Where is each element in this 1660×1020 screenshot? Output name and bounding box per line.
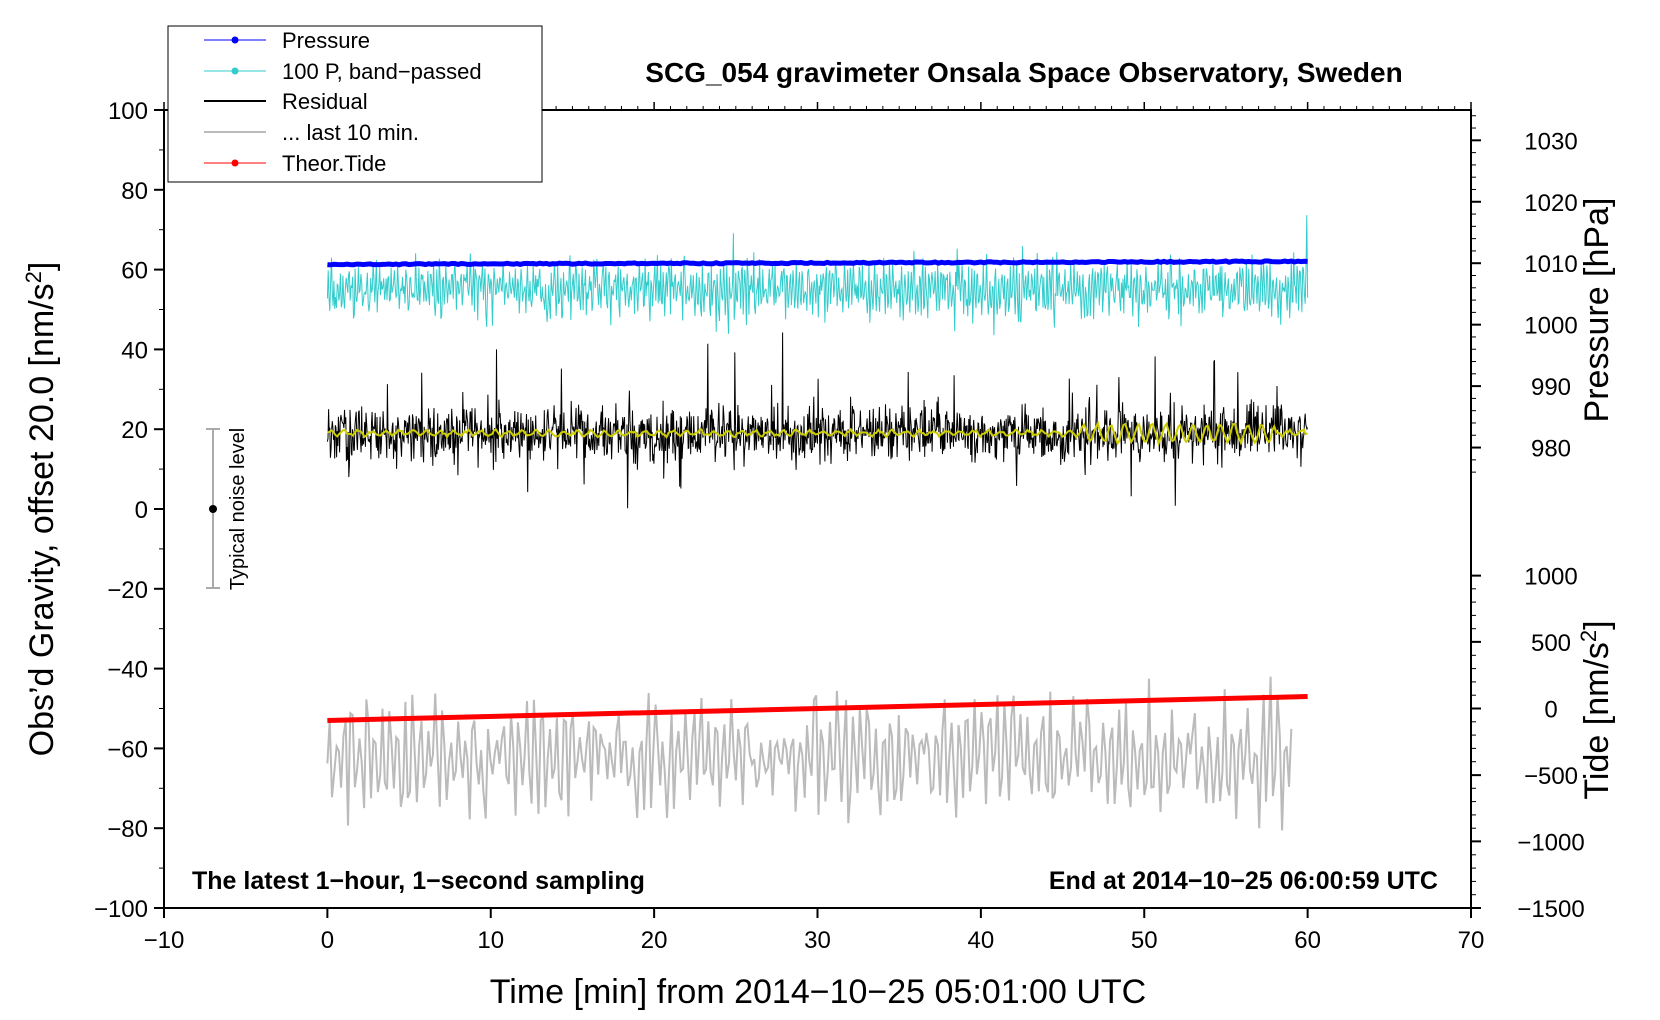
legend-label-residual: Residual <box>282 89 368 114</box>
y-tick-label: −80 <box>107 816 148 843</box>
x-tick-label: 30 <box>804 927 831 954</box>
y-tick-label: −100 <box>94 896 148 923</box>
y-tick-label: −40 <box>107 657 148 684</box>
x-tick-label: 50 <box>1131 927 1158 954</box>
legend-box <box>167 25 543 183</box>
y-axis-label-tide-main: Tide [nm/s <box>1578 642 1616 799</box>
series-layer <box>326 215 1309 831</box>
y-axis-label-tide: Tide [nm/s2] <box>1576 620 1616 799</box>
tide-tick-label: −1500 <box>1517 896 1584 923</box>
note-sampling: The latest 1−hour, 1−second sampling <box>192 867 645 895</box>
legend-label-pressure: Pressure <box>282 28 370 53</box>
y-tick-label: 60 <box>121 258 148 285</box>
tide-tick-label: −1000 <box>1517 829 1584 856</box>
tide-tick-label: 500 <box>1531 630 1571 657</box>
y-axis-label-tide-sup: 2 <box>1576 630 1601 642</box>
y-tick-label: −60 <box>107 736 148 763</box>
y-axis-label-tide-end: ] <box>1578 620 1616 629</box>
y-tick-label: 40 <box>121 337 148 364</box>
tide-tick-label: 1000 <box>1524 564 1577 591</box>
legend-dot-tide <box>231 159 239 167</box>
legend-label-bandpassed: 100 P, band−passed <box>282 59 482 84</box>
noise-level-bar: Typical noise level <box>206 428 249 590</box>
y-axis-label-left: Obs’d Gravity, offset 20.0 [nm/s2] <box>21 262 61 757</box>
noise-bar-center-dot <box>209 505 217 513</box>
legend-dot-pressure <box>231 36 239 44</box>
note-end-time: End at 2014−10−25 06:00:59 UTC <box>1049 867 1438 895</box>
x-tick-label: −10 <box>144 927 185 954</box>
pressure-tick-label: 1020 <box>1524 190 1577 217</box>
legend-item-tide: Theor.Tide <box>204 151 386 176</box>
tick-layer: −10 0 10 20 30 40 50 60 70100806040200−20−40−60−… <box>94 98 1585 954</box>
legend-item-pressure: Pressure <box>204 28 370 53</box>
y-tick-label: 100 <box>108 98 148 125</box>
legend-item-residual: Residual <box>204 89 368 114</box>
x-tick-label: 60 <box>1294 927 1321 954</box>
chart-title: SCG_054 gravimeter Onsala Space Observat… <box>645 57 1402 88</box>
plot-frame <box>163 109 1472 909</box>
pressure-tick-label: 1030 <box>1524 128 1577 155</box>
x-axis-label: Time [min] from 2014−10−25 05:01:00 UTC <box>490 973 1146 1011</box>
x-tick-label: 10 <box>477 927 504 954</box>
legend-dot-bandpassed <box>231 67 239 75</box>
legend-label-last10: ... last 10 min. <box>282 120 419 145</box>
tide-tick-label: 0 <box>1544 697 1557 724</box>
x-tick-label: 20 <box>641 927 668 954</box>
legend: Pressure 100 P, band−passed Residual ...… <box>167 25 543 183</box>
y-axis-label-pressure: Pressure [hPa] <box>1578 198 1616 423</box>
y-tick-label: −20 <box>107 577 148 604</box>
y-axis-label-left-sup: 2 <box>21 271 46 283</box>
y-tick-label: 0 <box>135 497 148 524</box>
x-tick-label: 40 <box>968 927 995 954</box>
series-pressure <box>327 258 1308 268</box>
pressure-tick-label: 990 <box>1531 374 1571 401</box>
pressure-tick-label: 1010 <box>1524 251 1577 278</box>
legend-label-tide: Theor.Tide <box>282 151 386 176</box>
noise-bar-label: Typical noise level <box>227 428 249 590</box>
y-tick-label: 20 <box>121 417 148 444</box>
series-band-passed-pressure <box>326 215 1309 336</box>
legend-item-last10: ... last 10 min. <box>204 120 419 145</box>
y-tick-label: 80 <box>121 178 148 205</box>
series-residual-smoothed <box>327 420 1308 447</box>
pressure-tick-label: 1000 <box>1524 313 1577 340</box>
x-tick-label: 70 <box>1458 927 1485 954</box>
series-residual <box>326 332 1309 509</box>
pressure-tick-label: 980 <box>1531 436 1571 463</box>
x-tick-label: 0 <box>321 927 334 954</box>
legend-item-bandpassed: 100 P, band−passed <box>204 59 482 84</box>
tide-tick-label: −500 <box>1524 763 1578 790</box>
y-axis-label-left-end: ] <box>23 262 61 271</box>
series-last-10-min <box>326 676 1293 831</box>
y-axis-label-left-main: Obs’d Gravity, offset 20.0 [nm/s <box>23 283 61 756</box>
series-theoretical-tide <box>327 694 1308 723</box>
